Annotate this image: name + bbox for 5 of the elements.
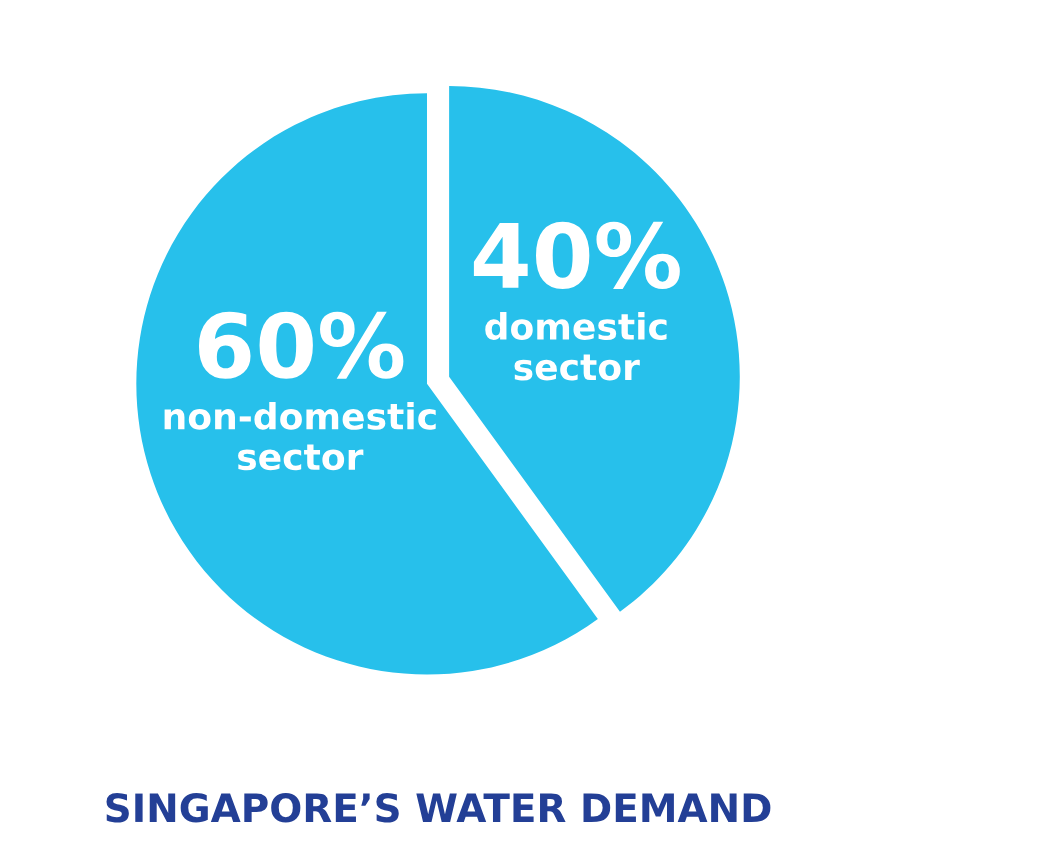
slice-label: domestic sector [485,312,667,381]
slice-label: non-domestic sector [164,401,436,471]
text: SINGAPORE’S WATER DEMAND [106,793,771,823]
data-label: 40% [473,221,680,290]
data-label: 60% [198,311,404,379]
